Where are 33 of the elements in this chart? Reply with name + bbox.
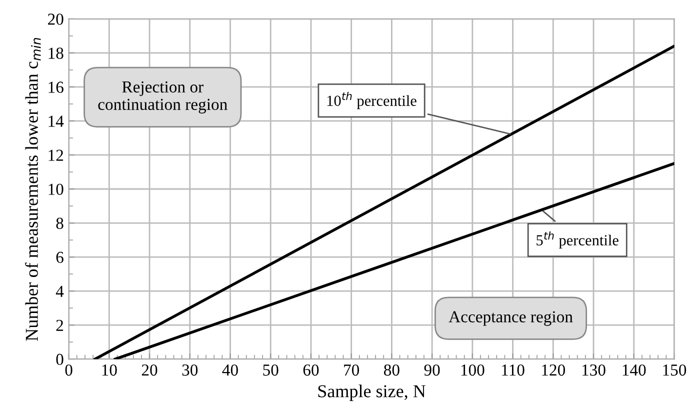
y-tick-label: 8 — [56, 218, 64, 229]
x-tick-label: 130 — [582, 364, 606, 376]
x-tick-label: 20 — [142, 364, 158, 376]
y-tick-label: 4 — [56, 286, 64, 297]
y-axis-title: Number of measurements lower than c$_{min}$ — [25, 38, 41, 341]
annotation: 5$^{th}$ percentile — [536, 231, 618, 249]
y-tick-label: 0 — [56, 354, 64, 366]
annotation: Acceptance region — [448, 311, 573, 326]
x-tick-label: 60 — [303, 364, 319, 376]
x-tick-label: 120 — [542, 364, 566, 376]
y-tick-label: 20 — [48, 14, 64, 25]
x-tick-label: 80 — [384, 364, 400, 376]
x-tick-label: 30 — [182, 364, 198, 376]
y-tick-label: 2 — [56, 320, 64, 331]
x-axis-title: Sample size, N — [318, 384, 426, 402]
x-tick-label: 110 — [502, 364, 524, 376]
x-tick-label: 50 — [263, 364, 278, 376]
y-tick-label: 18 — [48, 48, 64, 59]
annotation: Rejection or continuation region — [98, 81, 228, 114]
x-tick-label: 100 — [461, 364, 484, 376]
y-tick-label: 12 — [48, 150, 64, 161]
y-tick-label: 6 — [56, 252, 64, 263]
y-tick-label: 14 — [48, 116, 64, 127]
x-tick-label: 90 — [424, 364, 440, 376]
x-tick-label: 150 — [663, 364, 686, 376]
x-tick-label: 140 — [622, 364, 646, 376]
x-tick-label: 40 — [222, 364, 238, 376]
x-tick-label: 70 — [344, 364, 360, 376]
y-tick-label: 10 — [48, 184, 64, 195]
x-tick-label: 0 — [65, 364, 72, 376]
x-tick-label: 10 — [102, 364, 117, 376]
annotation: 10$^{th}$ percentile — [327, 92, 416, 110]
y-tick-label: 16 — [48, 82, 64, 93]
